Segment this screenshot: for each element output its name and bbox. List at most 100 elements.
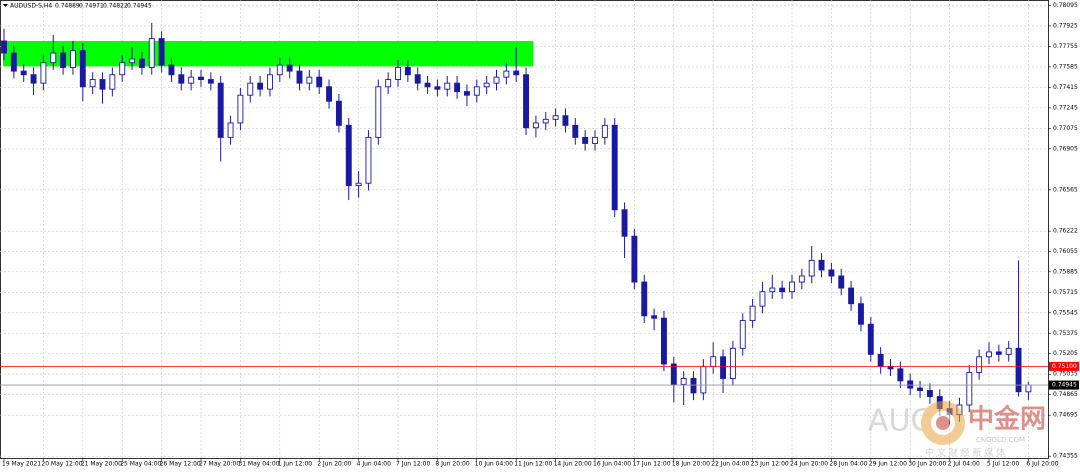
candle-body — [276, 64, 283, 76]
watermark: AUG 中金网 CNGOLD.COM 中 文 财 经 新 媒 体 — [868, 401, 1046, 459]
y-tick-label: 0.77755 — [1053, 43, 1078, 50]
candle-body — [257, 82, 264, 90]
candle-body — [858, 303, 864, 325]
candle-body — [926, 390, 933, 397]
x-tick-label: 30 Jun 20:00 — [908, 461, 946, 468]
candle-body — [631, 235, 638, 283]
candle-body — [1015, 347, 1022, 393]
x-tick-label: 21 May 20:00 — [81, 461, 122, 468]
y-tick-label: 0.77415 — [1053, 84, 1078, 91]
candle-body — [316, 76, 323, 88]
candle-body — [404, 67, 411, 76]
candle-body — [424, 82, 431, 88]
candle-body — [198, 76, 204, 80]
candle-body — [641, 281, 648, 317]
candle-body — [818, 259, 825, 271]
candle-body — [168, 64, 175, 76]
candle-body — [828, 269, 835, 277]
level-line-tag — [1049, 361, 1079, 371]
last-price-line-label: 0.74945 — [1052, 382, 1077, 389]
candle-body — [10, 52, 17, 72]
candle-body — [690, 378, 697, 394]
x-tick-label: 26 May 12:00 — [160, 461, 201, 468]
candle-body — [572, 124, 579, 138]
y-tick-label: 0.75545 — [1053, 309, 1078, 316]
candle-body — [138, 58, 145, 68]
candle-body — [267, 74, 273, 90]
x-tick-label: 11 Jun 12:00 — [514, 461, 552, 468]
candle-body — [40, 62, 47, 84]
candle-body — [306, 76, 313, 84]
y-tick-label: 0.78095 — [1053, 2, 1078, 9]
candle-body — [227, 122, 234, 138]
y-tick-label: 0.75205 — [1053, 350, 1078, 357]
candle-body — [621, 209, 628, 237]
candle-body — [444, 82, 451, 90]
candle-body — [296, 70, 303, 84]
candle-body — [907, 380, 914, 389]
candle-body — [779, 287, 786, 293]
y-tick-label: 0.76055 — [1053, 248, 1078, 255]
candle-body — [79, 50, 86, 88]
candle-body — [552, 115, 559, 120]
x-tick-label: 17 Jun 12:00 — [632, 461, 670, 468]
candle-body — [395, 67, 401, 80]
candle-body — [897, 368, 904, 382]
candle-body — [611, 124, 618, 211]
y-tick-label: 0.75885 — [1053, 268, 1078, 275]
candle-body — [867, 323, 874, 355]
candle-body — [661, 317, 667, 365]
candle-body — [237, 94, 244, 124]
candle-body — [286, 64, 293, 72]
candle-body — [651, 315, 658, 319]
candle-body — [700, 365, 707, 394]
candle-body — [503, 70, 510, 78]
x-tick-label: 23 Jun 12:00 — [751, 461, 789, 468]
candle-body — [345, 124, 352, 187]
candle-body — [601, 124, 608, 138]
candle-body — [523, 74, 529, 129]
candle-body — [355, 182, 362, 187]
header-open: 0.74889 — [55, 3, 80, 10]
header: AUDUSD-S,H4 0.74889 0.74971 0.74822 0.74… — [3, 3, 152, 10]
y-tick-label: 0.77245 — [1053, 104, 1078, 111]
x-tick-label: 7 Jun 12:00 — [396, 461, 430, 468]
y-tick-label: 0.77075 — [1053, 125, 1078, 132]
candle-body — [1025, 384, 1032, 393]
candle-body — [532, 122, 539, 129]
candle-body — [217, 82, 224, 138]
candle-body — [247, 82, 254, 96]
candle-body — [749, 305, 756, 322]
candle-body — [99, 79, 106, 90]
candle-body — [966, 371, 973, 406]
candle-body — [848, 287, 855, 305]
zone — [3, 40, 533, 67]
watermark-site: CNGOLD.COM — [976, 436, 1025, 444]
candle-body — [739, 320, 746, 349]
candle-body — [710, 356, 717, 367]
level-line-label: 0.75100 — [1052, 363, 1077, 370]
header-close: 0.74945 — [127, 3, 152, 10]
candle-body — [464, 91, 470, 96]
candle-body — [769, 287, 776, 293]
y-tick-label: 0.74695 — [1053, 412, 1078, 419]
candle-body — [976, 356, 983, 373]
candle-body — [365, 136, 372, 184]
candle-body — [148, 38, 155, 68]
x-tick-label: 19 May 2021 — [2, 461, 41, 468]
candle-body — [60, 52, 67, 68]
candle-body — [680, 378, 687, 385]
x-tick-label: 2 Jun 20:00 — [317, 461, 351, 468]
x-tick-label: 22 Jun 04:00 — [711, 461, 749, 468]
candle-body — [158, 38, 165, 66]
header-low: 0.74822 — [103, 3, 128, 10]
candle-body — [917, 387, 923, 391]
y-tick-label: 0.76565 — [1053, 186, 1078, 193]
candle-body — [20, 70, 27, 76]
y-tick-label: 0.76222 — [1053, 228, 1078, 235]
candle-body — [434, 86, 441, 90]
candle-body — [50, 52, 57, 64]
candle-body — [838, 275, 845, 289]
candle-body — [562, 115, 569, 126]
x-tick-label: 27 May 20:00 — [199, 461, 240, 468]
